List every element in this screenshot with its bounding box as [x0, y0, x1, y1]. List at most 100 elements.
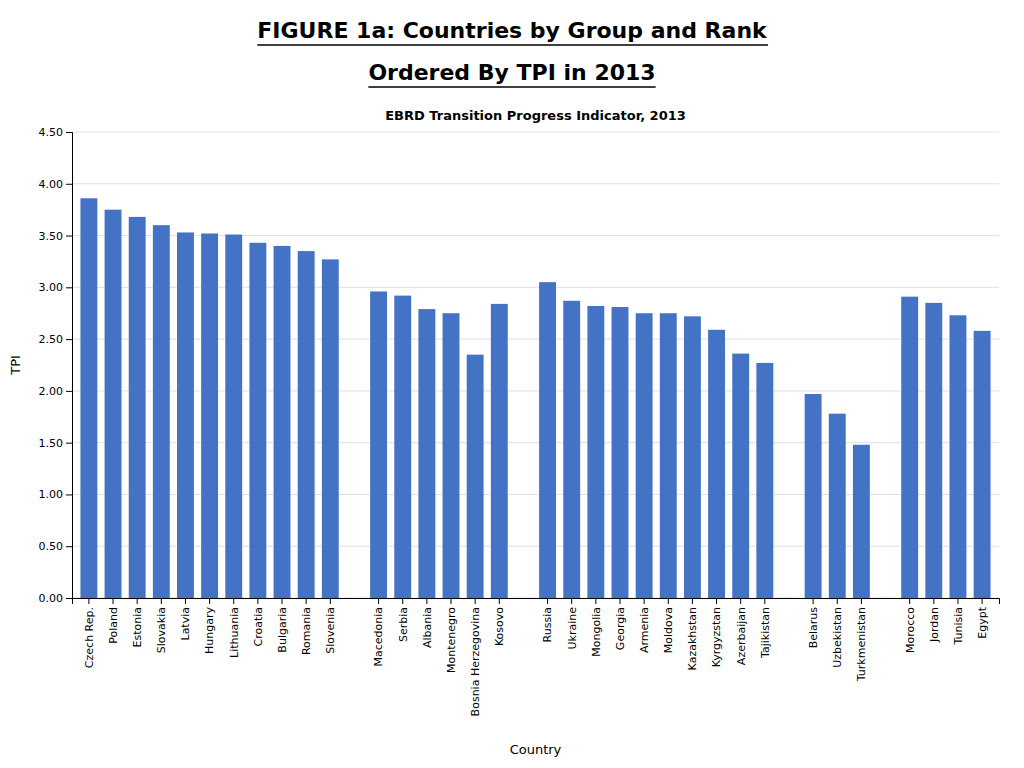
- bar: [950, 315, 967, 598]
- x-tick: Czech Rep.: [83, 598, 96, 668]
- x-tick-mark: [982, 598, 983, 604]
- x-tick: Croatia: [252, 598, 265, 647]
- x-tick: Bosnia Herzegovina: [469, 598, 482, 716]
- bar: [491, 304, 508, 598]
- x-tick-label: Bulgaria: [276, 607, 289, 653]
- y-tick-mark: [66, 391, 72, 392]
- x-tick-mark: [571, 598, 572, 604]
- y-tick-label: 4.00: [39, 178, 64, 191]
- x-axis-title: Country: [510, 742, 562, 757]
- bar: [515, 598, 532, 599]
- x-tick-label: Uzbekistan: [831, 607, 844, 668]
- title-underline: [368, 86, 655, 88]
- y-tick: 2.50: [39, 333, 73, 346]
- bar: [901, 297, 918, 598]
- x-tick: Armenia: [638, 598, 651, 653]
- x-tick-mark: [233, 598, 234, 604]
- x-tick-mark: [88, 598, 89, 604]
- x-tick-mark: [209, 598, 210, 604]
- x-tick-label: Poland: [107, 607, 120, 644]
- y-tick-mark: [66, 287, 72, 288]
- x-tick: Moldova: [662, 598, 675, 653]
- x-tick-mark: [837, 598, 838, 604]
- x-tick: Uzbekistan: [831, 598, 844, 668]
- x-tick-label: Egypt: [976, 606, 989, 638]
- x-tick-mark: [282, 598, 283, 604]
- bar: [105, 210, 122, 598]
- bar: [129, 217, 146, 598]
- bar: [708, 330, 725, 598]
- bar: [732, 354, 749, 598]
- x-tick-label: Azerbaijan: [735, 607, 748, 665]
- bar: [249, 243, 266, 598]
- x-tick-label: Romania: [300, 607, 313, 655]
- x-tick-label: Tunisia: [952, 607, 965, 646]
- x-tick-mark: [185, 598, 186, 604]
- bar: [201, 233, 218, 598]
- x-tick: Russia: [541, 598, 554, 642]
- bar: [660, 313, 677, 598]
- x-tick-mark: [957, 598, 958, 604]
- x-axis: Czech Rep.PolandEstoniaSlovakiaLatviaHun…: [73, 598, 1000, 716]
- x-tick-label: Croatia: [252, 607, 265, 647]
- x-tick-mark: [716, 598, 717, 604]
- x-tick: Romania: [300, 598, 313, 655]
- y-tick-label: 0.00: [39, 592, 64, 605]
- x-tick: Belarus: [807, 598, 820, 648]
- x-tick: Ukraine: [566, 598, 579, 649]
- x-tick-label: Czech Rep.: [83, 607, 96, 668]
- bar: [853, 445, 870, 598]
- x-tick-label: Kazakhstan: [686, 607, 699, 670]
- chart-title: EBRD Transition Progress Indicator, 2013: [385, 108, 686, 123]
- x-tick-mark: [764, 598, 765, 604]
- x-tick: Macedonia: [372, 598, 385, 667]
- x-tick: Hungary: [203, 598, 216, 654]
- x-tick: Kyrgyzstan: [710, 598, 723, 667]
- x-tick-label: Macedonia: [372, 607, 385, 667]
- x-tick-label: Jordan: [928, 607, 941, 643]
- x-tick: Egypt: [976, 598, 989, 639]
- y-tick: 0.00: [39, 592, 73, 605]
- x-tick-label: Belarus: [807, 607, 820, 649]
- x-tick: Estonia: [131, 598, 144, 648]
- chart: FIGURE 1a: Countries by Group and RankOr…: [0, 0, 1024, 768]
- bar: [394, 296, 411, 598]
- y-axis: 0.000.501.001.502.002.503.003.504.004.50: [39, 126, 73, 605]
- y-tick-label: 2.00: [39, 385, 64, 398]
- x-tick: Kosovo: [493, 598, 506, 646]
- x-tick-mark: [499, 598, 500, 604]
- x-tick-mark: [378, 598, 379, 604]
- x-tick-mark: [740, 598, 741, 604]
- y-tick-mark: [66, 494, 72, 495]
- x-tick-label: Armenia: [638, 607, 651, 653]
- bar: [563, 301, 580, 598]
- y-tick: 4.00: [39, 178, 73, 191]
- grid-line: [72, 183, 999, 184]
- bar: [225, 235, 242, 598]
- x-tick: Georgia: [614, 598, 627, 650]
- bar: [274, 246, 291, 598]
- bar: [781, 598, 798, 599]
- y-tick-label: 1.50: [39, 437, 64, 450]
- x-tick: Lithuania: [228, 598, 241, 658]
- y-tick-mark: [66, 598, 72, 599]
- x-tick-mark: [619, 598, 620, 604]
- x-tick-mark: [692, 598, 693, 604]
- x-tick-mark: [668, 598, 669, 604]
- bar: [370, 291, 387, 598]
- title: FIGURE 1a: Countries by Group and Rank: [257, 18, 768, 43]
- y-axis-title: TPI: [8, 355, 23, 376]
- x-tick-label: Russia: [541, 607, 554, 642]
- bars: [80, 198, 990, 598]
- x-tick-mark: [547, 598, 548, 604]
- x-tick-mark: [402, 598, 403, 604]
- y-tick-mark: [66, 132, 72, 133]
- y-tick-mark: [66, 339, 72, 340]
- grid: [72, 132, 999, 598]
- x-tick: Morocco: [904, 598, 917, 653]
- x-tick-mark: [330, 598, 331, 604]
- y-tick: 4.50: [39, 126, 73, 139]
- x-tick-mark: [595, 598, 596, 604]
- grid-line: [72, 132, 999, 133]
- x-tick-mark: [475, 598, 476, 604]
